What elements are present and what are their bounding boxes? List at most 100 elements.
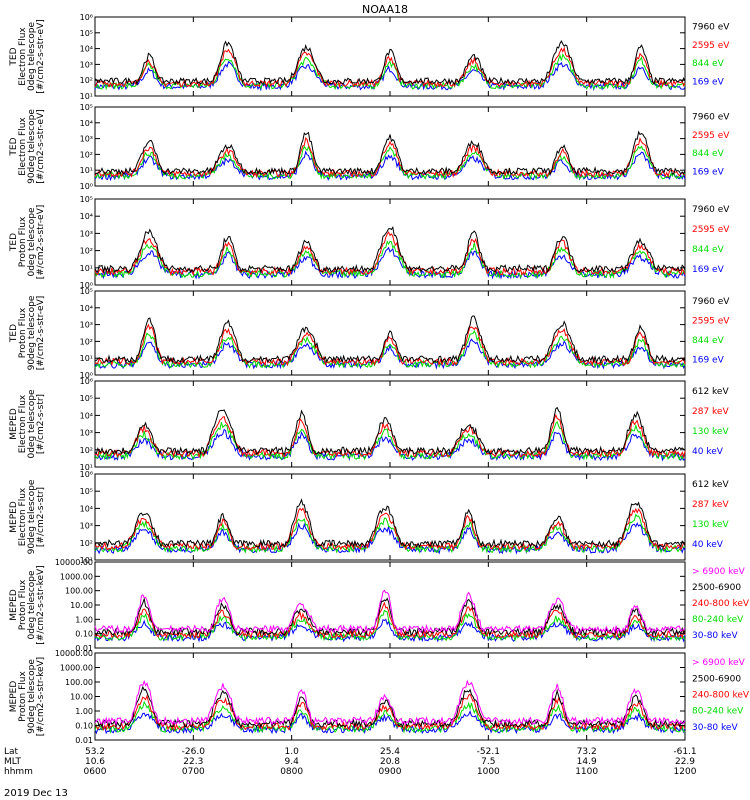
- y-axis-label-line: [#/cm2-s-str]: [36, 487, 46, 547]
- y-axis-label-line: MEPED: [9, 408, 19, 440]
- y-tick-label: 1000.00: [60, 572, 93, 581]
- y-axis-label-line: [#/cm2-s-str-keV]: [36, 565, 46, 644]
- y-tick-label: 10⁰: [80, 371, 93, 380]
- x-row-label: Lat: [4, 747, 19, 757]
- legend-entry: 7960 eV: [692, 113, 730, 123]
- y-axis-label-line: Electron Flux: [18, 394, 28, 453]
- x-tick-mlt: 10.6: [85, 757, 105, 767]
- legend-entry: 2595 eV: [692, 41, 730, 51]
- panel-5: 10¹ 10² 10³ 10⁴ 10⁵ 10⁶ MEPED Electron Flux 0deg…: [9, 377, 729, 472]
- legend-entry: 7960 eV: [692, 297, 730, 307]
- panel-8: 0.01 0.10 1.00 10.00 100.00 1000.00 10000.00 ME…: [9, 649, 750, 745]
- y-tick-label: 10.00: [70, 601, 93, 610]
- legend-entry: 2500-6900: [692, 674, 741, 684]
- x-tick-lat: -52.1: [477, 747, 500, 757]
- legend-entry: 7960 eV: [692, 23, 730, 33]
- series-line-1: [94, 40, 686, 86]
- legend-entry: 2595 eV: [692, 225, 730, 235]
- date-label: 2019 Dec 13: [4, 788, 68, 799]
- x-tick-lat: -61.1: [673, 747, 696, 757]
- x-tick-hhmm: 1200: [674, 767, 697, 777]
- y-axis-label-line: Proton Flux: [18, 671, 28, 722]
- y-axis-label-line: Electron Flux: [18, 117, 28, 176]
- y-axis-label-line: 0deg telescope: [27, 570, 37, 640]
- y-tick-label: 10⁴: [80, 304, 93, 313]
- legend-entry: 169 eV: [692, 355, 725, 365]
- y-axis-label-line: TED: [9, 324, 19, 343]
- y-tick-label: 10000.00: [55, 649, 93, 658]
- y-tick-label: 0.01: [75, 644, 93, 653]
- series-line-3: [94, 693, 686, 732]
- panel-4: 10⁰ 10¹ 10² 10³ 10⁴ 10⁵ TED Proton Flux 90deg te…: [9, 287, 730, 380]
- y-tick-label: 10¹: [80, 264, 93, 273]
- legend-entry: 287 keV: [692, 407, 729, 417]
- y-tick-label: 10⁴: [80, 411, 93, 420]
- y-axis-label-line: TED: [9, 233, 19, 252]
- y-tick-label: 10⁴: [80, 45, 93, 54]
- y-tick-label: 10⁴: [80, 504, 93, 513]
- y-axis-label-line: Proton Flux: [18, 216, 28, 267]
- legend-entry: 130 keV: [692, 427, 729, 437]
- y-tick-label: 10⁵: [80, 394, 93, 403]
- y-axis-label-line: 0deg telescope: [27, 22, 37, 92]
- y-tick-label: 10⁶: [80, 377, 93, 386]
- x-tick-lat: -26.0: [182, 747, 206, 757]
- y-axis-label-line: [#/cm2-s-str]: [36, 394, 46, 454]
- panel-1: 10¹ 10² 10³ 10⁴ 10⁵ 10⁶ TED Electron Flux 0deg t…: [9, 13, 730, 101]
- y-tick-label: 1.00: [75, 707, 93, 716]
- legend-entry: > 6900 keV: [692, 567, 746, 577]
- y-axis-label-line: TED: [9, 137, 19, 156]
- series-line-4: [94, 150, 686, 182]
- y-tick-label: 10⁵: [80, 195, 93, 204]
- x-tick-mlt: 9.4: [285, 757, 300, 767]
- legend-entry: 240-800 keV: [692, 690, 750, 700]
- y-tick-label: 10⁵: [80, 487, 93, 496]
- y-tick-label: 10⁶: [80, 13, 93, 22]
- y-tick-label: 10⁰: [80, 182, 93, 191]
- legend-entry: 2595 eV: [692, 316, 730, 326]
- y-tick-label: 10⁴: [80, 212, 93, 221]
- x-tick-hhmm: 1000: [477, 767, 500, 777]
- series-line-5: [94, 618, 686, 643]
- x-tick-hhmm: 0600: [84, 767, 107, 777]
- legend-entry: 40 keV: [692, 447, 724, 457]
- y-tick-label: 10.00: [70, 693, 93, 702]
- y-axis-label-line: TED: [9, 47, 19, 66]
- y-tick-label: 10²: [80, 150, 93, 159]
- x-tick-lat: 25.4: [380, 747, 400, 757]
- series-line-2: [94, 323, 686, 367]
- series-line-4: [94, 700, 686, 734]
- y-tick-label: 10²: [80, 446, 93, 455]
- legend-entry: 169 eV: [692, 265, 725, 275]
- y-tick-label: 10³: [80, 429, 93, 438]
- panel-3: 10⁰ 10¹ 10² 10³ 10⁴ 10⁵ TED Proton Flux 0deg tel…: [9, 195, 730, 290]
- x-tick-hhmm: 1100: [575, 767, 598, 777]
- legend-entry: 2595 eV: [692, 131, 730, 141]
- series-line-2: [94, 507, 686, 552]
- y-axis-label-line: [#/cm2-s-str-eV]: [36, 19, 46, 94]
- legend-entry: 287 keV: [692, 500, 729, 510]
- y-tick-label: 10²: [80, 247, 93, 256]
- x-tick-lat: 53.2: [85, 747, 105, 757]
- x-tick-mlt: 14.9: [577, 757, 597, 767]
- legend-entry: 169 eV: [692, 167, 725, 177]
- y-axis-label-line: [#/cm2-s-str-eV]: [36, 296, 46, 371]
- x-tick-hhmm: 0900: [379, 767, 402, 777]
- x-tick-lat: 73.2: [577, 747, 597, 757]
- y-axis-label-line: MEPED: [9, 501, 19, 533]
- legend-entry: 844 eV: [692, 336, 725, 346]
- x-tick-mlt: 20.8: [380, 757, 400, 767]
- y-tick-label: 1.00: [75, 615, 93, 624]
- series-line-3: [94, 420, 686, 461]
- y-tick-label: 10⁵: [80, 103, 93, 112]
- series-line-1: [94, 498, 686, 549]
- y-tick-label: 10³: [80, 60, 93, 69]
- x-tick-mlt: 22.3: [183, 757, 203, 767]
- y-axis-label-line: [#/cm2-s-str-keV]: [36, 657, 46, 736]
- y-tick-label: 10¹: [80, 556, 93, 565]
- legend-entry: 844 eV: [692, 149, 725, 159]
- y-tick-label: 10³: [80, 135, 93, 144]
- x-tick-hhmm: 0700: [182, 767, 205, 777]
